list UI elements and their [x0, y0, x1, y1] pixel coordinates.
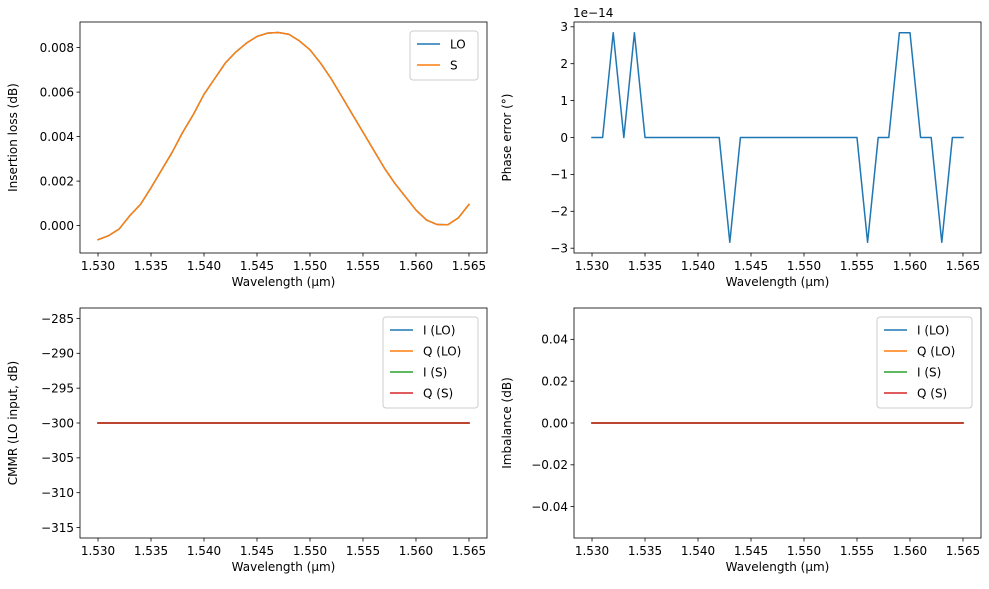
x-tick-label: 1.545 — [240, 544, 274, 558]
y-tick-label: −305 — [41, 451, 74, 465]
x-tick-label: 1.530 — [81, 544, 115, 558]
legend: LO S — [409, 30, 479, 81]
legend-label: LO — [450, 37, 466, 51]
x-tick-label: 1.535 — [134, 259, 168, 273]
x-tick-label: 1.530 — [575, 259, 609, 273]
x-tick-label: 1.560 — [893, 259, 927, 273]
subplot-4: 1.530 1.535 1.540 1.545 1.550 1.555 1.560 1.565… — [500, 307, 982, 574]
x-tick-label: 1.565 — [946, 259, 980, 273]
legend-frame — [876, 316, 973, 409]
x-tick-label: 1.555 — [346, 259, 380, 273]
x-tick-label: 1.565 — [452, 544, 486, 558]
y-tick-label: 0.00 — [541, 416, 568, 430]
x-tick-label: 1.550 — [293, 259, 327, 273]
legend-label: Q (LO) — [917, 344, 955, 358]
x-tick-label: 1.530 — [575, 544, 609, 558]
y-axis-label: CMMR (LO input, dB) — [6, 361, 20, 485]
legend-label: Q (LO) — [423, 344, 461, 358]
series-line-1 — [591, 31, 964, 244]
x-tick-label: 1.550 — [293, 544, 327, 558]
legend-label: S — [450, 58, 458, 72]
legend: I (LO) Q (LO) I (S) Q (S) — [382, 316, 479, 409]
x-axis-label: Wavelength (µm) — [232, 275, 336, 289]
x-tick-label: 1.560 — [893, 544, 927, 558]
x-tick-label: 1.555 — [840, 544, 874, 558]
x-tick-label: 1.545 — [240, 259, 274, 273]
x-tick-label: 1.560 — [399, 259, 433, 273]
x-tick-label: 1.540 — [187, 259, 221, 273]
x-tick-label: 1.560 — [399, 544, 433, 558]
x-tick-label: 1.550 — [787, 544, 821, 558]
y-tick-label: −290 — [41, 347, 74, 361]
subplot-2: 1.530 1.535 1.540 1.545 1.550 1.555 1.560 1.565… — [500, 6, 982, 289]
plot-frame — [79, 21, 488, 254]
legend-frame — [409, 30, 479, 81]
x-tick-label: 1.535 — [134, 544, 168, 558]
y-offset-text: 1e−14 — [573, 6, 613, 20]
y-tick-label: 0.002 — [40, 174, 74, 188]
x-tick-label: 1.540 — [681, 259, 715, 273]
y-axis-label: Imbalance (dB) — [500, 377, 514, 469]
y-tick-label: −295 — [41, 381, 74, 395]
y-tick-label: −0.04 — [531, 500, 568, 514]
y-tick-label: −300 — [41, 416, 74, 430]
series-line-s — [97, 31, 471, 241]
legend-label: Q (S) — [917, 386, 947, 400]
y-tick-label: −2 — [550, 205, 568, 219]
legend-label: Q (S) — [423, 386, 453, 400]
x-tick-label: 1.540 — [187, 544, 221, 558]
x-tick-label: 1.565 — [946, 544, 980, 558]
y-tick-label: −285 — [41, 312, 74, 326]
y-tick-label: 0.02 — [541, 374, 568, 388]
legend-label: I (LO) — [917, 323, 949, 337]
y-tick-label: −310 — [41, 486, 74, 500]
x-tick-label: 1.565 — [452, 259, 486, 273]
x-tick-label: 1.540 — [681, 544, 715, 558]
subplot-1: 1.530 1.535 1.540 1.545 1.550 1.555 1.560 1.565… — [6, 21, 488, 289]
y-axis-label: Insertion loss (dB) — [6, 83, 20, 192]
y-tick-label: −1 — [550, 168, 568, 182]
x-tick-label: 1.535 — [628, 544, 662, 558]
x-tick-label: 1.535 — [628, 259, 662, 273]
subplot-3: 1.530 1.535 1.540 1.545 1.550 1.555 1.560 1.565… — [6, 307, 488, 574]
y-tick-label: 2 — [560, 57, 568, 71]
x-tick-label: 1.545 — [734, 259, 768, 273]
x-tick-label: 1.555 — [840, 259, 874, 273]
y-tick-label: 3 — [560, 20, 568, 34]
x-axis-label: Wavelength (µm) — [726, 275, 830, 289]
y-axis-label: Phase error (°) — [500, 94, 514, 182]
y-tick-label: 0.000 — [40, 219, 74, 233]
legend-label: I (S) — [423, 365, 447, 379]
y-tick-label: 0.004 — [40, 130, 74, 144]
legend-label: I (LO) — [423, 323, 455, 337]
x-axis-label: Wavelength (µm) — [232, 560, 336, 574]
y-tick-label: −3 — [550, 242, 568, 256]
legend-label: I (S) — [917, 365, 941, 379]
legend: I (LO) Q (LO) I (S) Q (S) — [876, 316, 973, 409]
y-tick-label: −0.02 — [531, 458, 568, 472]
x-tick-label: 1.550 — [787, 259, 821, 273]
x-axis-label: Wavelength (µm) — [726, 560, 830, 574]
x-tick-label: 1.555 — [346, 544, 380, 558]
y-tick-label: 0.006 — [40, 85, 74, 99]
y-tick-label: 0 — [560, 131, 568, 145]
y-tick-label: 0.04 — [541, 333, 568, 347]
x-tick-label: 1.545 — [734, 544, 768, 558]
x-tick-label: 1.530 — [81, 259, 115, 273]
y-tick-label: 1 — [560, 94, 568, 108]
y-tick-label: −315 — [41, 521, 74, 535]
y-tick-label: 0.008 — [40, 41, 74, 55]
legend-frame — [382, 316, 479, 409]
